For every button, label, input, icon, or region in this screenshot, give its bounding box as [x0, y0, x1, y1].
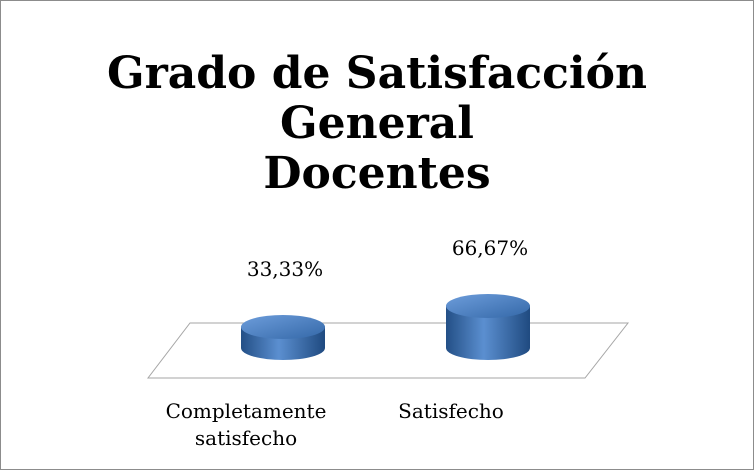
cylinder-body: [446, 306, 530, 360]
cylinder-top: [241, 315, 325, 340]
floor: [146, 322, 630, 379]
chart-title-line: Grado de Satisfacción: [107, 48, 647, 99]
category-label: Satisfecho: [398, 399, 504, 423]
cylinder: [241, 315, 325, 360]
chart-title-line: General: [280, 98, 474, 149]
cylinder-top: [446, 294, 530, 318]
category-label: Completamente satisfecho: [165, 399, 327, 450]
cylinder: [446, 294, 530, 360]
plot: 33,33% 66,67%: [241, 236, 530, 360]
value-label: 66,67%: [452, 236, 528, 260]
value-label: 33,33%: [247, 257, 323, 281]
chart-title-line: Docentes: [263, 148, 490, 199]
